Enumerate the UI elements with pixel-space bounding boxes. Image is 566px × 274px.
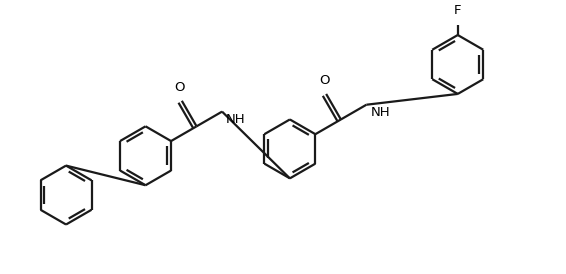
Text: F: F: [454, 4, 461, 17]
Text: O: O: [319, 74, 329, 87]
Text: O: O: [175, 81, 185, 94]
Text: NH: NH: [226, 113, 246, 126]
Text: NH: NH: [370, 106, 390, 119]
